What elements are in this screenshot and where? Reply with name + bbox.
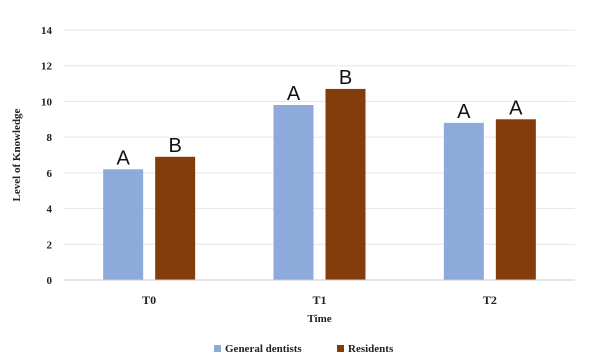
bars (103, 88, 536, 281)
bar (155, 156, 196, 280)
y-tick-label: 2 (47, 239, 53, 251)
legend-label: Residents (348, 343, 394, 355)
legend-label: General dentists (225, 343, 302, 355)
x-tick-label: T2 (483, 293, 497, 307)
gridlines (64, 29, 575, 245)
bar-letter-label: A (509, 97, 523, 119)
y-axis-title: Level of Knowledge (11, 108, 23, 201)
x-tick-label: T1 (312, 293, 326, 307)
bar (103, 169, 144, 280)
legend-swatch (214, 345, 221, 352)
y-tick-label: 4 (47, 204, 53, 216)
legend: General dentists Residents (214, 343, 394, 355)
bar-letter-label: A (287, 83, 301, 105)
bar (495, 119, 536, 281)
y-axis-ticks: 0 2 4 6 8 10 12 14 (41, 25, 53, 287)
bar-letter-label: B (339, 67, 352, 89)
y-tick-label: 8 (47, 132, 53, 144)
y-tick-label: 10 (41, 96, 53, 108)
bar-letter-label: A (457, 101, 471, 123)
y-tick-label: 12 (41, 61, 53, 73)
bar (443, 122, 484, 280)
x-axis-categories: T0 T1 T2 (142, 293, 497, 307)
bar (325, 88, 366, 280)
bar-letter-label: B (168, 135, 181, 157)
significance-letters: A B A B A A (116, 67, 523, 169)
bar-letter-label: A (116, 147, 130, 169)
x-axis-title: Time (307, 313, 331, 325)
legend-swatch (337, 345, 344, 352)
y-tick-label: 6 (47, 168, 53, 180)
y-tick-label: 14 (41, 25, 53, 37)
y-tick-label: 0 (47, 275, 53, 287)
x-tick-label: T0 (142, 293, 156, 307)
bar (273, 105, 314, 280)
